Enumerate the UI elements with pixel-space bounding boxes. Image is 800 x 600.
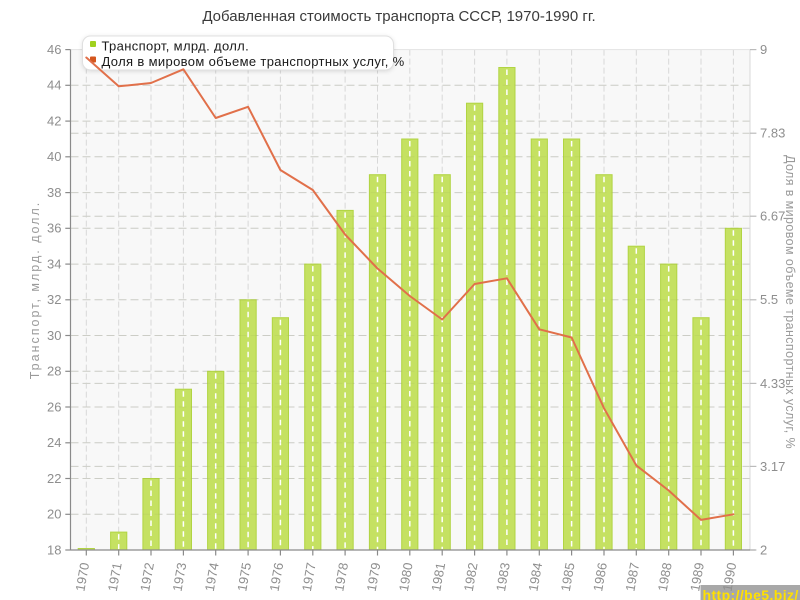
svg-text:42: 42: [47, 114, 61, 129]
svg-text:46: 46: [47, 42, 61, 57]
svg-text:22: 22: [47, 471, 61, 486]
svg-text:1990: 1990: [720, 561, 740, 592]
svg-text:1987: 1987: [622, 561, 642, 592]
svg-text:Транспорт, млрд. долл.: Транспорт, млрд. долл.: [28, 201, 42, 380]
svg-text:36: 36: [47, 221, 61, 236]
svg-text:1976: 1976: [267, 561, 287, 592]
svg-text:Доля в мировом объеме транспор: Доля в мировом объеме транспортных услуг…: [102, 54, 405, 69]
svg-text:24: 24: [47, 435, 61, 450]
svg-text:Транспорт, млрд. долл.: Транспорт, млрд. долл.: [102, 39, 250, 54]
svg-text:2: 2: [760, 542, 767, 557]
svg-text:7.83: 7.83: [760, 126, 785, 141]
svg-text:40: 40: [47, 149, 61, 164]
svg-text:6.67: 6.67: [760, 209, 785, 224]
svg-text:1979: 1979: [364, 561, 384, 592]
svg-text:1981: 1981: [428, 561, 448, 592]
svg-text:44: 44: [47, 78, 61, 93]
svg-text:Доля в мировом объеме транспор: Доля в мировом объеме транспортных услуг…: [783, 155, 797, 449]
svg-text:28: 28: [47, 364, 61, 379]
svg-text:30: 30: [47, 328, 61, 343]
svg-text:3.17: 3.17: [760, 459, 785, 474]
svg-text:1970: 1970: [72, 561, 92, 592]
svg-text:20: 20: [47, 507, 61, 522]
svg-text:38: 38: [47, 185, 61, 200]
svg-text:32: 32: [47, 292, 61, 307]
svg-text:26: 26: [47, 399, 61, 414]
svg-text:1989: 1989: [687, 561, 707, 592]
svg-text:1977: 1977: [299, 561, 319, 592]
svg-text:Добавленная стоимость транспор: Добавленная стоимость транспорта СССР, 1…: [202, 8, 595, 25]
svg-text:1982: 1982: [461, 561, 481, 592]
svg-text:1985: 1985: [558, 561, 578, 592]
svg-text:1984: 1984: [525, 561, 545, 592]
svg-text:18: 18: [47, 542, 61, 557]
svg-text:1983: 1983: [493, 561, 513, 592]
svg-text:4.33: 4.33: [760, 376, 785, 391]
svg-text:1978: 1978: [331, 561, 351, 592]
svg-text:1980: 1980: [396, 561, 416, 592]
svg-text:1986: 1986: [590, 561, 610, 592]
svg-text:1975: 1975: [234, 561, 254, 592]
svg-text:1971: 1971: [105, 561, 125, 592]
svg-text:5.5: 5.5: [760, 292, 778, 307]
svg-text:1973: 1973: [170, 561, 190, 592]
svg-text:34: 34: [47, 257, 61, 272]
svg-text:1974: 1974: [202, 561, 222, 592]
svg-text:1972: 1972: [137, 561, 157, 592]
svg-text:1988: 1988: [655, 561, 675, 592]
svg-text:9: 9: [760, 42, 767, 57]
svg-text:http://be5.biz/: http://be5.biz/: [703, 587, 799, 600]
